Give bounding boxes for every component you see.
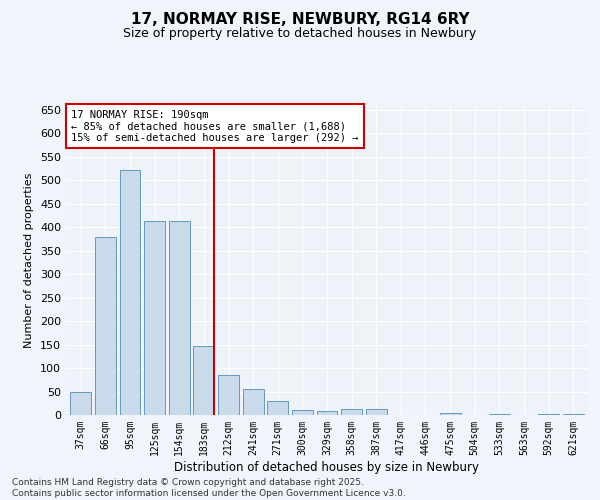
- Bar: [119, 170, 140, 415]
- Bar: [366, 410, 387, 415]
- Bar: [267, 401, 288, 415]
- Text: 17 NORMAY RISE: 190sqm
← 85% of detached houses are smaller (1,688)
15% of semi-: 17 NORMAY RISE: 190sqm ← 85% of detached…: [71, 110, 359, 143]
- Bar: [341, 410, 362, 415]
- Bar: [440, 413, 461, 415]
- Bar: [70, 392, 91, 415]
- Bar: [242, 389, 263, 415]
- Bar: [218, 375, 239, 415]
- Bar: [563, 414, 584, 415]
- Bar: [317, 411, 337, 415]
- Text: Size of property relative to detached houses in Newbury: Size of property relative to detached ho…: [124, 28, 476, 40]
- Text: 17, NORMAY RISE, NEWBURY, RG14 6RY: 17, NORMAY RISE, NEWBURY, RG14 6RY: [131, 12, 469, 28]
- Y-axis label: Number of detached properties: Number of detached properties: [25, 172, 34, 348]
- Bar: [292, 410, 313, 415]
- Bar: [489, 414, 510, 415]
- X-axis label: Distribution of detached houses by size in Newbury: Distribution of detached houses by size …: [175, 460, 479, 473]
- Bar: [95, 238, 116, 415]
- Bar: [193, 346, 214, 415]
- Bar: [144, 221, 165, 415]
- Bar: [169, 221, 190, 415]
- Text: Contains HM Land Registry data © Crown copyright and database right 2025.
Contai: Contains HM Land Registry data © Crown c…: [12, 478, 406, 498]
- Bar: [538, 414, 559, 415]
